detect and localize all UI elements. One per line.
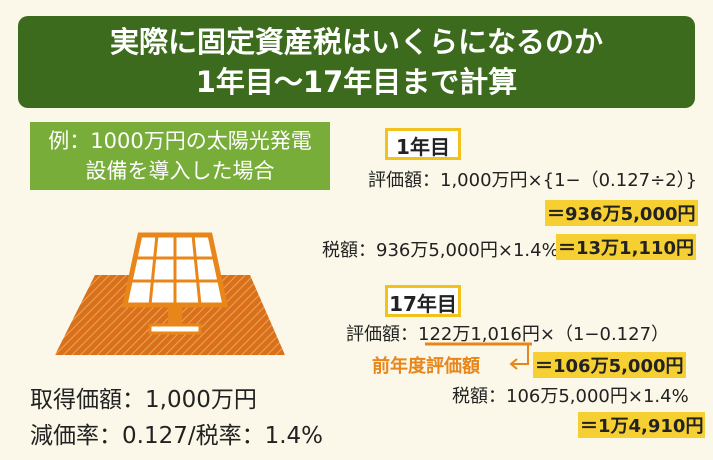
prev-value: 122万1,016円 — [418, 324, 540, 345]
stand — [168, 305, 182, 327]
result: ＝13万1,110円 — [556, 234, 696, 260]
solar-icon — [55, 232, 285, 355]
condition: 取得価額：1,000万円 — [30, 387, 257, 413]
formula: 評価額：122万1,016円×（1−0.127） — [346, 320, 669, 346]
formula-part: 評価額： — [346, 324, 418, 345]
year-label: 1年目 — [385, 128, 461, 160]
example-line: 例：1000万円の太陽光発電 — [48, 129, 312, 153]
title-box: 実際に固定資産税はいくらになるのか 1年目〜17年目まで計算 — [18, 16, 695, 108]
title-line: 1年目〜17年目まで計算 — [195, 65, 518, 99]
formula: 税額：936万5,000円×1.4% — [322, 240, 559, 261]
result: ＝1万4,910円 — [578, 412, 706, 438]
formula-part: ×（1−0.127） — [539, 324, 670, 345]
formula: 評価額：1,000万円×{1−（0.127÷2）} — [368, 170, 698, 191]
example-line: 設備を導入した場合 — [85, 159, 275, 183]
note: 前年度評価額 — [372, 356, 480, 377]
condition: 減価率：0.127/税率：1.4% — [30, 423, 324, 449]
title-line: 実際に固定資産税はいくらになるのか — [109, 25, 603, 59]
result: ＝936万5,000円 — [545, 200, 698, 226]
year-label: 17年目 — [385, 285, 461, 317]
result: ＝106万5,000円 — [533, 352, 686, 378]
note-arrow — [425, 342, 532, 370]
base — [148, 323, 202, 335]
panel-grid — [129, 234, 221, 306]
formula: 税額：106万5,000円×1.4% — [452, 386, 689, 407]
example-box: 例：1000万円の太陽光発電 設備を導入した場合 — [30, 122, 330, 190]
